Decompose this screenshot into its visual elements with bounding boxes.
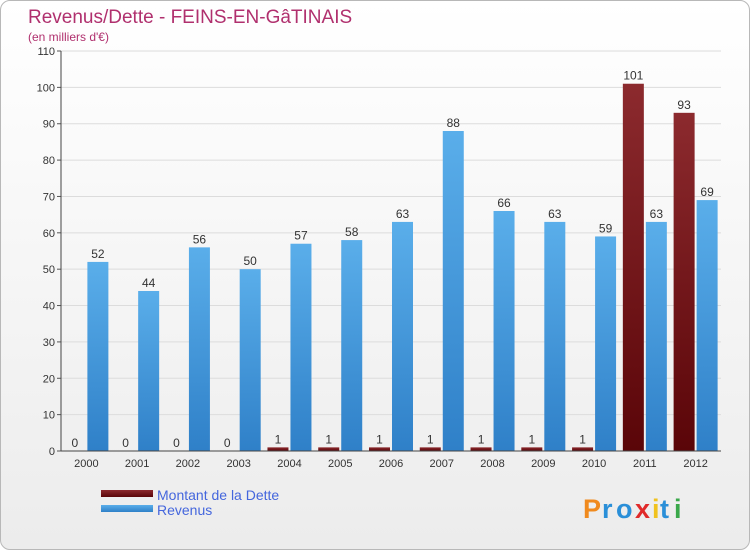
y-axis-ticks: 0 10 20 30 40 50 60 70 80 90 100 110 xyxy=(37,46,61,458)
value-label-debt-2010: 1 xyxy=(579,432,586,446)
logo-letter-t: t xyxy=(660,494,669,524)
value-label-debt-2005: 1 xyxy=(325,432,332,446)
bar-revenus-2008 xyxy=(493,211,515,451)
bar-revenus-2006 xyxy=(392,221,413,451)
y-tick-label: 70 xyxy=(43,191,55,203)
bar-revenus-2003 xyxy=(239,269,261,451)
bar-debt-2008 xyxy=(470,447,492,451)
x-tick-label-2011: 2011 xyxy=(633,458,657,470)
x-tick-label-2007: 2007 xyxy=(430,458,454,470)
y-tick-label: 20 xyxy=(43,373,55,385)
bar-debt-2007 xyxy=(419,447,441,451)
legend-swatch-revenus xyxy=(101,505,153,512)
grid-lines xyxy=(61,50,721,416)
bar-debt-2012 xyxy=(673,112,695,452)
x-tick-label-2008: 2008 xyxy=(480,458,504,470)
bar-revenus-2005 xyxy=(341,240,363,451)
y-tick-label: 80 xyxy=(43,155,55,167)
bar-revenus-2012 xyxy=(696,200,718,451)
bar-revenus-2011 xyxy=(645,221,667,451)
chart-subtitle: (en milliers d'€) xyxy=(28,30,109,44)
x-axis-ticks: 2000 2001 2002 2003 2004 2005 2006 2007 2008 2009… xyxy=(74,458,708,470)
x-tick-label-2001: 2001 xyxy=(125,458,149,470)
chart-title: Revenus/Dette - FEINS-EN-GâTINAIS xyxy=(28,7,352,28)
bar-debt-2006 xyxy=(369,447,390,451)
x-tick-label-2004: 2004 xyxy=(277,458,301,470)
y-tick-label: 30 xyxy=(43,337,55,349)
y-tick-label: 110 xyxy=(37,46,55,58)
y-tick-label: 60 xyxy=(43,228,55,240)
value-label-revenus-2001: 44 xyxy=(142,276,156,290)
legend: Montant de la Dette Revenus xyxy=(101,487,279,518)
x-tick-label-2006: 2006 xyxy=(379,458,403,470)
value-label-revenus-2002: 56 xyxy=(193,232,207,246)
bar-revenus-2002 xyxy=(188,247,210,451)
y-tick-label: 50 xyxy=(43,264,55,276)
value-label-debt-2002: 0 xyxy=(173,436,180,450)
y-tick-label: 10 xyxy=(43,410,55,422)
value-label-debt-2012: 93 xyxy=(677,98,691,112)
x-tick-label-2002: 2002 xyxy=(176,458,200,470)
x-tick-label-2000: 2000 xyxy=(74,458,98,470)
legend-label-revenus: Revenus xyxy=(157,502,212,518)
value-label-revenus-2009: 63 xyxy=(548,207,562,221)
legend-swatch-debt xyxy=(101,490,153,497)
x-tick-label-2009: 2009 xyxy=(531,458,555,470)
y-tick-label: 90 xyxy=(43,119,55,131)
y-tick-label: 0 xyxy=(49,446,55,458)
value-label-debt-2003: 0 xyxy=(224,436,231,450)
bar-revenus-2001 xyxy=(138,291,160,451)
value-label-debt-2009: 1 xyxy=(528,432,535,446)
bar-revenus-2000 xyxy=(87,261,109,451)
logo-letter-i: i xyxy=(652,494,660,524)
bar-revenus-2007 xyxy=(442,131,464,451)
bar-debt-2005 xyxy=(318,447,340,451)
value-label-debt-2004: 1 xyxy=(275,432,282,446)
value-label-revenus-2008: 66 xyxy=(497,196,511,210)
x-tick-label-2012: 2012 xyxy=(683,458,707,470)
x-tick-label-2010: 2010 xyxy=(582,458,606,470)
logo-letter-p: P xyxy=(583,494,601,524)
value-label-revenus-2011: 63 xyxy=(650,207,664,221)
x-tick-label-2003: 2003 xyxy=(226,458,250,470)
y-tick-label: 100 xyxy=(37,82,55,94)
value-label-revenus-2005: 58 xyxy=(345,225,359,239)
x-tick-label-2005: 2005 xyxy=(328,458,352,470)
value-label-revenus-2003: 50 xyxy=(244,254,258,268)
value-label-revenus-2010: 59 xyxy=(599,221,613,235)
bar-debt-2009 xyxy=(521,447,543,451)
value-label-revenus-2012: 69 xyxy=(700,185,714,199)
logo-letter-r: r xyxy=(602,494,613,524)
logo-letter-i2: i xyxy=(674,494,682,524)
value-label-revenus-2004: 57 xyxy=(294,229,308,243)
value-label-revenus-2006: 63 xyxy=(396,207,410,221)
bar-debt-2010 xyxy=(572,447,594,451)
value-label-debt-2001: 0 xyxy=(122,436,129,450)
y-tick-label: 40 xyxy=(43,301,55,313)
logo-letter-x: x xyxy=(635,494,650,524)
bar-debt-2004 xyxy=(267,447,289,451)
bar-revenus-2010 xyxy=(595,236,617,451)
bar-debt-2011 xyxy=(622,83,644,452)
value-label-debt-2006: 1 xyxy=(376,432,383,446)
value-label-debt-2008: 1 xyxy=(478,432,485,446)
proxiti-logo: P r o x i t i xyxy=(583,494,682,524)
bars: 0 52 0 44 0 56 0 50 1 57 1 58 1 63 1 88 1 66 1 63 1 59 101 63 93… xyxy=(72,69,718,452)
bar-revenus-2009 xyxy=(544,221,566,451)
value-label-debt-2011: 101 xyxy=(623,69,643,83)
value-label-revenus-2000: 52 xyxy=(91,247,105,261)
bar-revenus-2004 xyxy=(290,243,312,451)
value-label-debt-2000: 0 xyxy=(72,436,79,450)
legend-label-debt: Montant de la Dette xyxy=(157,487,279,503)
logo-letter-o: o xyxy=(616,494,633,524)
value-label-debt-2007: 1 xyxy=(427,432,434,446)
value-label-revenus-2007: 88 xyxy=(447,116,461,130)
